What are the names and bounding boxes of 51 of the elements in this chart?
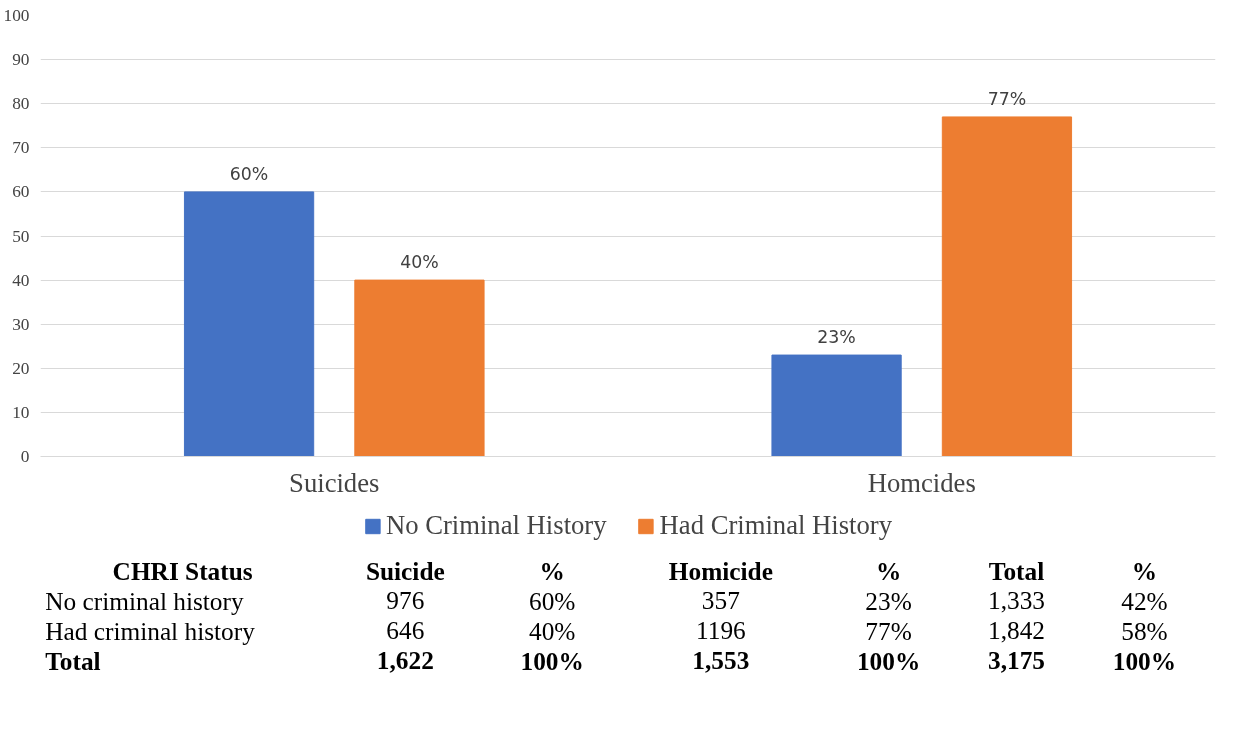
text: Total (45, 646, 101, 675)
y-tick-label: 20 (12, 358, 30, 378)
x-tick-label: Suicides (289, 467, 380, 498)
y-tick-label: 90 (12, 50, 30, 70)
text: 40% (528, 616, 576, 645)
text: 646 (386, 616, 425, 644)
y-tick-label: 70 (12, 138, 30, 158)
y-tick-label: 80 (12, 94, 30, 114)
text: 3,175 (988, 646, 1046, 674)
text: 60% (528, 586, 576, 615)
text: Had criminal history (45, 616, 256, 645)
text: 58% (1121, 616, 1168, 645)
text: 1,333 (988, 586, 1046, 614)
data-label: 23% (817, 327, 856, 348)
y-tick-label: 10 (12, 402, 30, 422)
y-tick-label: 0 (20, 447, 30, 466)
bar (183, 191, 315, 457)
y-tick-label: 100 (3, 6, 30, 25)
y-tick-label: 50 (12, 226, 30, 246)
text: 357 (701, 586, 740, 614)
text: 1196 (696, 616, 746, 644)
x-tick-label: Homcides (867, 467, 976, 498)
text: Homicide (668, 556, 773, 585)
y-tick-label: 60 (12, 182, 30, 202)
text: No criminal history (45, 586, 244, 615)
bar (354, 279, 485, 457)
text: 23% (865, 586, 912, 615)
data-label: 77% (987, 88, 1027, 109)
text: Suicide (365, 556, 445, 585)
text: 100% (856, 646, 921, 675)
legend-label: Had Criminal History (659, 510, 893, 541)
bar (771, 354, 902, 457)
text: 1,622 (376, 646, 434, 674)
text: 100% (520, 646, 584, 675)
data-label: 60% (229, 163, 269, 184)
text: 77% (865, 616, 912, 645)
legend-label: No Criminal History (385, 510, 607, 541)
text: % (1131, 556, 1158, 585)
text: 42% (1121, 586, 1168, 615)
text: 100% (1112, 646, 1177, 675)
text: % (539, 556, 565, 585)
y-tick-label: 40 (12, 270, 30, 290)
data-label: 40% (400, 252, 439, 273)
text: CHRI Status (112, 556, 253, 585)
text: 1,553 (692, 646, 750, 674)
text: Total (988, 556, 1045, 585)
text: 1,842 (988, 616, 1046, 644)
bar (941, 116, 1073, 457)
text: % (875, 556, 902, 585)
y-tick-label: 30 (12, 314, 30, 334)
text: 976 (386, 586, 425, 614)
